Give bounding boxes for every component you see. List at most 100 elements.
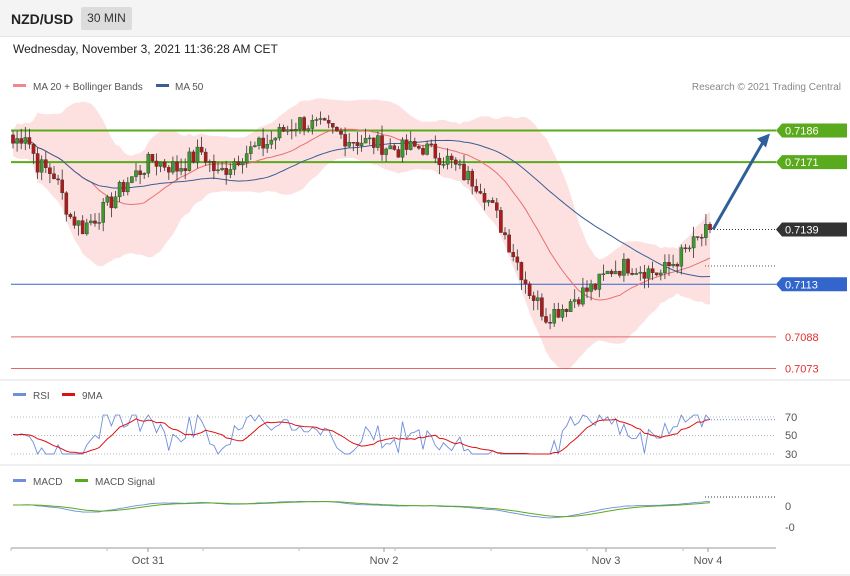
candle-body — [675, 263, 679, 267]
candle — [236, 155, 241, 167]
candle — [458, 159, 462, 170]
candle-body — [232, 161, 237, 170]
candle-body — [429, 143, 434, 146]
candle-body — [228, 169, 233, 175]
candle-body — [679, 247, 684, 267]
candle — [531, 291, 536, 311]
macd-tick-0: 0 — [785, 501, 791, 513]
candle-body — [421, 148, 425, 155]
candle — [109, 192, 114, 218]
candle-body — [89, 220, 93, 224]
candle — [351, 142, 356, 152]
candle — [39, 155, 44, 181]
candle — [687, 245, 692, 252]
candle-body — [146, 154, 151, 174]
candle-body — [294, 128, 298, 131]
candle-body — [343, 134, 347, 147]
price-tag-support — [776, 277, 847, 292]
candle-body — [351, 142, 356, 144]
x-tick-label: Nov 4 — [694, 555, 723, 567]
candle — [232, 158, 237, 176]
candle — [417, 144, 421, 150]
candle-body — [56, 178, 60, 181]
candle-body — [93, 220, 97, 224]
candle-body — [683, 247, 688, 249]
candle — [523, 271, 528, 294]
price-label-0.7186: 0.7186 — [785, 126, 819, 138]
candle-body — [609, 270, 614, 275]
candle — [380, 125, 384, 161]
candle — [605, 270, 610, 275]
candle-body — [125, 182, 130, 193]
candle-body — [486, 200, 491, 203]
candle — [326, 115, 331, 129]
candle — [667, 254, 671, 277]
candle — [117, 180, 122, 202]
x-axis-ticks: Oct 31 Nov 2 Nov 3 Nov 4 — [10, 548, 723, 567]
candle-body — [15, 138, 19, 144]
candle — [187, 147, 192, 172]
price-tag-resistance — [776, 155, 847, 170]
candle-body — [441, 164, 446, 166]
candle-body — [290, 129, 294, 131]
candle — [704, 213, 708, 246]
candle-body — [285, 129, 290, 132]
candle-body — [618, 270, 622, 276]
candle-body — [626, 258, 630, 274]
candle-body — [372, 137, 376, 148]
candle-body — [72, 216, 77, 226]
candle — [613, 260, 618, 275]
candle-body — [396, 149, 401, 158]
macd-signal-legend-label: MACD Signal — [95, 477, 155, 488]
candle — [544, 308, 548, 324]
candle — [253, 141, 257, 148]
candle-body — [462, 163, 466, 181]
candle-body — [179, 168, 183, 172]
candle — [474, 178, 479, 194]
candle-body — [117, 182, 122, 198]
candlestick-layer — [11, 111, 712, 330]
candle-body — [158, 161, 163, 167]
candle — [659, 269, 663, 281]
candle — [166, 164, 171, 180]
candle — [577, 296, 581, 307]
candle — [683, 244, 688, 253]
candle — [138, 164, 142, 185]
candle-body — [335, 127, 339, 132]
candle-body — [236, 161, 241, 166]
candle-body — [454, 159, 458, 165]
candle-body — [445, 155, 450, 165]
candle-body — [134, 170, 138, 177]
candle-body — [495, 202, 499, 211]
candle-body — [130, 176, 134, 183]
candle-body — [646, 268, 651, 279]
bollinger-band-layer — [13, 98, 710, 370]
candle-body — [23, 137, 28, 144]
candle-body — [121, 182, 126, 193]
macd-tick-neg: -0 — [785, 522, 795, 534]
candle-body — [708, 224, 712, 230]
candle-body — [154, 160, 159, 167]
candle — [97, 212, 101, 230]
candle — [52, 166, 56, 180]
candle-body — [97, 222, 101, 224]
candle — [482, 188, 487, 211]
timeframe-button[interactable]: 30 MIN — [81, 7, 132, 30]
candle-body — [19, 138, 24, 144]
symbol-label: NZD/USD — [11, 11, 74, 27]
candle — [708, 222, 712, 234]
candle — [490, 197, 495, 203]
candle — [273, 137, 278, 150]
attribution: Research © 2021 Trading Central — [692, 82, 841, 93]
candle-body — [257, 137, 261, 146]
candle-body — [519, 262, 524, 281]
candle — [228, 163, 233, 179]
candle-body — [540, 297, 544, 317]
candle — [384, 147, 388, 162]
candle-body — [392, 145, 397, 150]
candle-body — [171, 161, 175, 173]
candle — [646, 265, 651, 288]
candle — [593, 282, 597, 291]
candle — [207, 159, 212, 173]
candle — [306, 125, 311, 133]
